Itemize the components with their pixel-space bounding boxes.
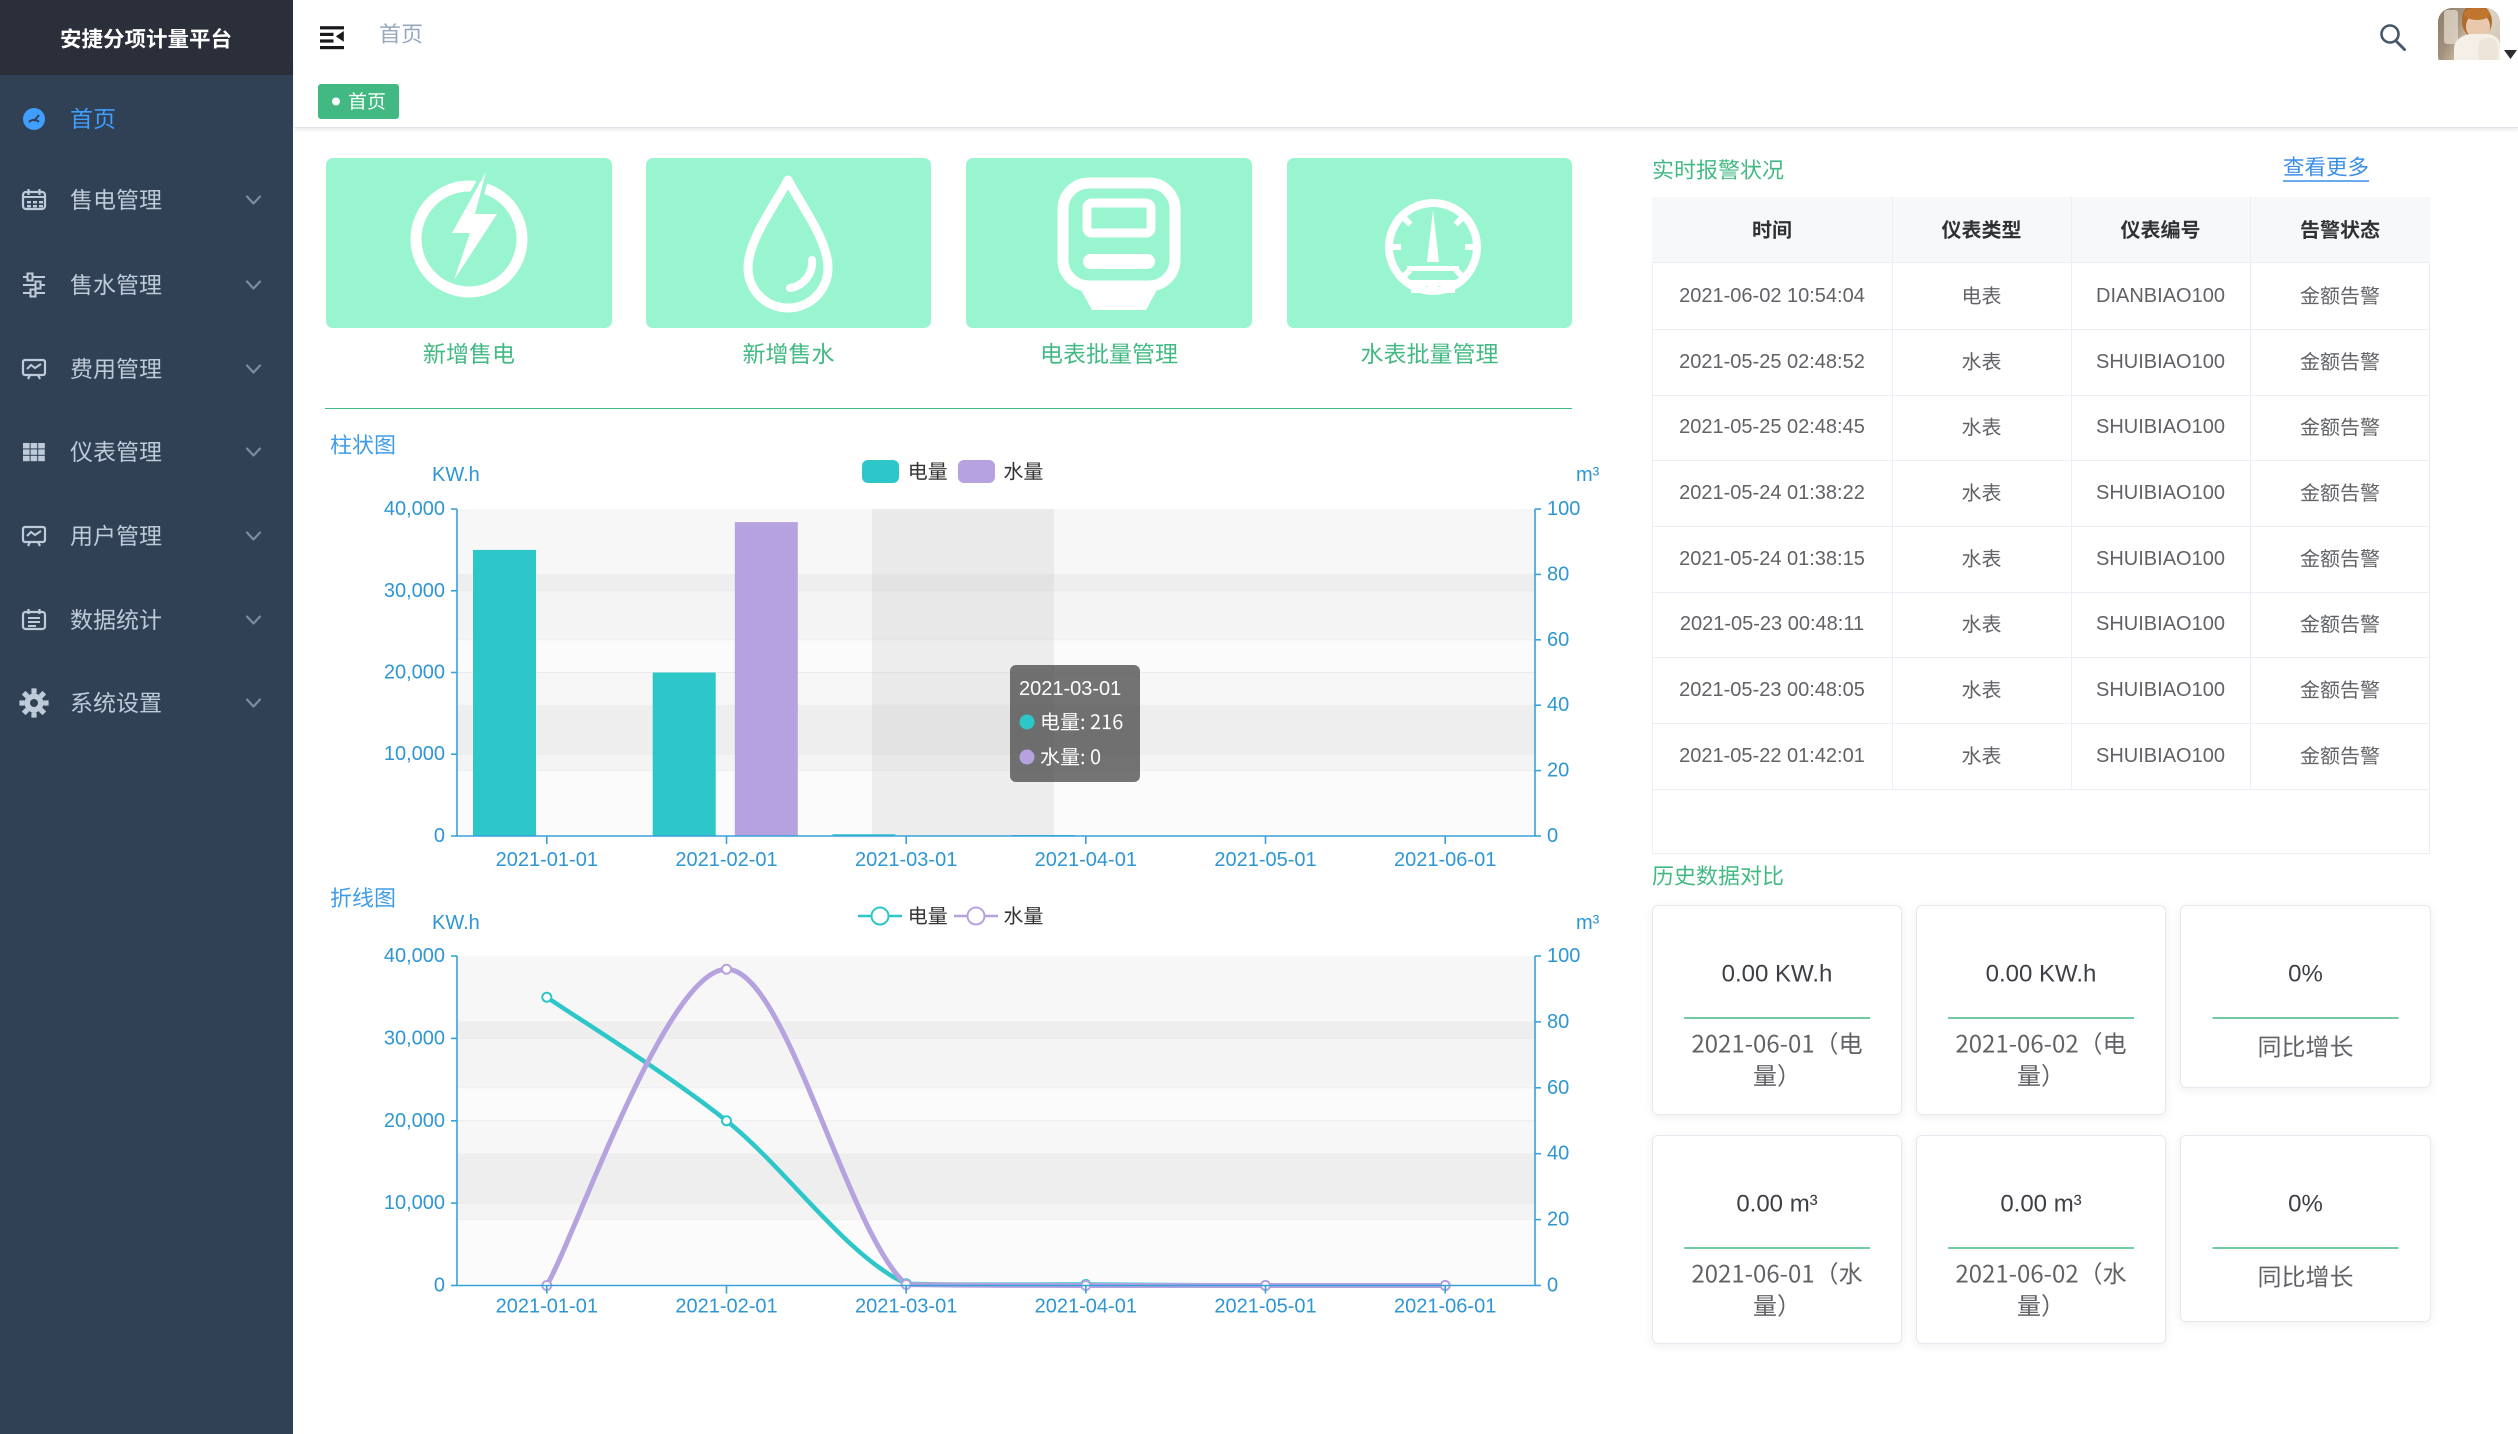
svg-text:2021-05-25 02:48:52: 2021-05-25 02:48:52 — [1679, 351, 1865, 373]
svg-text:m³: m³ — [1576, 912, 1600, 934]
svg-text:40: 40 — [1547, 1143, 1569, 1165]
svg-text:SHUIBIAO100: SHUIBIAO100 — [2096, 548, 2225, 570]
svg-text:SHUIBIAO100: SHUIBIAO100 — [2096, 482, 2225, 504]
svg-text:2021-05-24 01:38:15: 2021-05-24 01:38:15 — [1679, 548, 1865, 570]
svg-text:SHUIBIAO100: SHUIBIAO100 — [2096, 613, 2225, 635]
svg-text:40,000: 40,000 — [384, 945, 445, 967]
svg-text:KW.h: KW.h — [432, 464, 480, 486]
svg-text:2021-05-23 00:48:05: 2021-05-23 00:48:05 — [1679, 679, 1865, 701]
svg-text:0.00 KW.h: 0.00 KW.h — [1722, 961, 1833, 988]
svg-text:2021-05-24 01:38:22: 2021-05-24 01:38:22 — [1679, 482, 1865, 504]
svg-text:SHUIBIAO100: SHUIBIAO100 — [2096, 416, 2225, 438]
svg-text:2021-05-22 01:42:01: 2021-05-22 01:42:01 — [1679, 745, 1865, 767]
svg-text:20: 20 — [1547, 760, 1569, 782]
svg-text:0: 0 — [434, 825, 445, 847]
svg-text:60: 60 — [1547, 629, 1569, 651]
svg-text:2021-01-01: 2021-01-01 — [496, 849, 598, 871]
svg-text:20,000: 20,000 — [384, 1110, 445, 1132]
svg-text:SHUIBIAO100: SHUIBIAO100 — [2096, 745, 2225, 767]
svg-text:0: 0 — [1547, 825, 1558, 847]
svg-text:SHUIBIAO100: SHUIBIAO100 — [2096, 679, 2225, 701]
svg-text:2021-02-01: 2021-02-01 — [675, 1296, 777, 1318]
svg-text:0: 0 — [1547, 1275, 1558, 1297]
svg-text:2021-01-01: 2021-01-01 — [496, 1296, 598, 1318]
svg-text:30,000: 30,000 — [384, 1027, 445, 1049]
svg-text:80: 80 — [1547, 1011, 1569, 1033]
svg-text:0.00 m³: 0.00 m³ — [1736, 1191, 1817, 1218]
svg-text:40,000: 40,000 — [384, 498, 445, 520]
svg-text:0: 0 — [434, 1275, 445, 1297]
svg-text:2021-06-01: 2021-06-01 — [1394, 849, 1496, 871]
svg-text:DIANBIAO100: DIANBIAO100 — [2096, 285, 2225, 307]
svg-text:0.00 KW.h: 0.00 KW.h — [1986, 961, 2097, 988]
svg-text:m³: m³ — [1576, 464, 1600, 486]
svg-text:2021-06-01: 2021-06-01 — [1394, 1296, 1496, 1318]
svg-text:2021-05-01: 2021-05-01 — [1214, 1296, 1316, 1318]
svg-text:60: 60 — [1547, 1077, 1569, 1099]
svg-text:KW.h: KW.h — [432, 912, 480, 934]
svg-text:2021-03-01: 2021-03-01 — [855, 849, 957, 871]
svg-text:2021-04-01: 2021-04-01 — [1035, 1296, 1137, 1318]
svg-text:10,000: 10,000 — [384, 743, 445, 765]
svg-text:2021-04-01: 2021-04-01 — [1035, 849, 1137, 871]
svg-text:40: 40 — [1547, 694, 1569, 716]
svg-text:2021-03-01: 2021-03-01 — [855, 1296, 957, 1318]
svg-text:100: 100 — [1547, 498, 1580, 520]
svg-text:2021-06-02 10:54:04: 2021-06-02 10:54:04 — [1679, 285, 1865, 307]
svg-text:100: 100 — [1547, 945, 1580, 967]
svg-text:2021-05-01: 2021-05-01 — [1214, 849, 1316, 871]
svg-text:2021-05-25 02:48:45: 2021-05-25 02:48:45 — [1679, 416, 1865, 438]
svg-text:20,000: 20,000 — [384, 662, 445, 684]
svg-text:80: 80 — [1547, 563, 1569, 585]
svg-text:2021-05-23 00:48:11: 2021-05-23 00:48:11 — [1680, 613, 1864, 635]
svg-text:SHUIBIAO100: SHUIBIAO100 — [2096, 351, 2225, 373]
svg-text:10,000: 10,000 — [384, 1192, 445, 1214]
svg-text:2021-03-01: 2021-03-01 — [1019, 678, 1121, 700]
svg-text:30,000: 30,000 — [384, 580, 445, 602]
svg-text:0%: 0% — [2288, 1191, 2323, 1218]
svg-text:20: 20 — [1547, 1209, 1569, 1231]
svg-text:0%: 0% — [2288, 961, 2323, 988]
svg-text:0.00 m³: 0.00 m³ — [2000, 1191, 2081, 1218]
svg-text:2021-02-01: 2021-02-01 — [675, 849, 777, 871]
